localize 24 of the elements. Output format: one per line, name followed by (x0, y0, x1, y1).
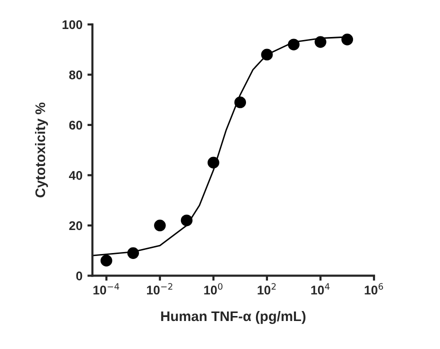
point (314, 36, 326, 48)
point (154, 220, 166, 232)
y-tick-label: 60 (69, 120, 82, 130)
point (180, 214, 193, 226)
y-tick-label: 0 (76, 272, 82, 280)
y-axis-title: Cytotoxicity % (34, 102, 48, 198)
point (288, 38, 300, 50)
point (208, 156, 220, 168)
x-tick-label: 10$^{−4}$ (93, 283, 120, 295)
x-tick-label: 10$^{2}$ (258, 283, 276, 295)
point (341, 34, 354, 46)
point (100, 254, 112, 266)
x-tick-label: 10$^{6}$ (364, 283, 384, 295)
y-tick-label: 100 (62, 20, 82, 30)
point (234, 96, 246, 108)
y-tick-label: 80 (69, 70, 82, 80)
x-tick-label: 10$^{0}$ (204, 283, 222, 295)
y-tick-label: 20 (69, 221, 82, 230)
y-tick-label: 40 (68, 171, 82, 180)
point (127, 247, 139, 259)
x-axis-title: Human TNF-α (pg/mL) (161, 310, 306, 324)
x-tick-label: 10$^{−2}$ (147, 283, 172, 295)
x-tick-label: 10$^{4}$ (311, 283, 330, 295)
point (261, 48, 273, 60)
